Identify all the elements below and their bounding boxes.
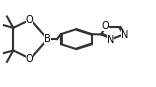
Text: B: B	[44, 34, 51, 44]
Text: N: N	[107, 35, 114, 45]
Text: O: O	[102, 21, 109, 31]
Text: O: O	[26, 54, 33, 64]
Text: O: O	[26, 15, 33, 25]
Text: N: N	[121, 30, 129, 40]
